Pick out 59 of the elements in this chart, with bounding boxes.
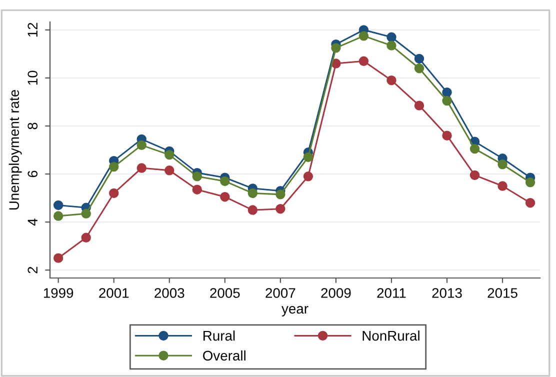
y-axis-title: Unemployment rate (8, 90, 22, 210)
point (248, 205, 258, 215)
point (525, 178, 536, 188)
point (136, 140, 146, 150)
point (248, 188, 258, 198)
point (108, 162, 119, 172)
point (386, 75, 396, 86)
x-tick-label: 2001 (99, 288, 129, 298)
point (442, 130, 452, 140)
point (192, 172, 202, 182)
point (220, 192, 230, 202)
point (525, 198, 536, 208)
point (414, 63, 424, 74)
point (358, 31, 369, 41)
point (303, 152, 314, 162)
point (164, 166, 174, 176)
legend-label: NonRural (362, 330, 420, 341)
point (498, 160, 508, 170)
x-tick-label: 2009 (321, 288, 351, 298)
legend-label: Overall (203, 350, 246, 361)
x-axis-title: year (282, 306, 308, 316)
point (414, 100, 424, 110)
y-tick-label: 10 (28, 70, 38, 85)
point (164, 150, 174, 160)
x-tick-label: 2007 (266, 288, 296, 298)
point (276, 204, 286, 214)
point (192, 184, 202, 194)
point (358, 56, 369, 66)
point (220, 176, 230, 186)
point (81, 208, 91, 218)
point (108, 188, 119, 198)
point (498, 181, 508, 191)
point (386, 40, 396, 50)
x-tick-label: 2003 (154, 288, 184, 298)
point (442, 88, 452, 98)
point (470, 144, 480, 154)
point (81, 232, 91, 243)
point (136, 163, 146, 173)
y-tick-label: 8 (28, 122, 38, 130)
point (442, 96, 452, 106)
y-tick-label: 12 (28, 22, 38, 37)
y-tick-label: 4 (28, 218, 38, 226)
y-tick-label: 6 (28, 170, 38, 178)
point (470, 170, 480, 180)
x-tick-label: 2005 (210, 288, 240, 298)
x-tick-label: 1999 (44, 288, 74, 298)
point (276, 190, 286, 200)
point (53, 253, 64, 263)
point (386, 32, 396, 42)
point (414, 54, 424, 64)
x-tick-label: 2015 (488, 288, 518, 298)
legend-label: Rural (204, 330, 235, 341)
point (303, 172, 314, 182)
x-tick-label: 2013 (432, 288, 462, 298)
point (331, 43, 341, 53)
x-tick-label: 2011 (377, 288, 406, 298)
point (53, 211, 64, 221)
y-tick-label: 2 (28, 266, 38, 274)
point (53, 200, 64, 210)
